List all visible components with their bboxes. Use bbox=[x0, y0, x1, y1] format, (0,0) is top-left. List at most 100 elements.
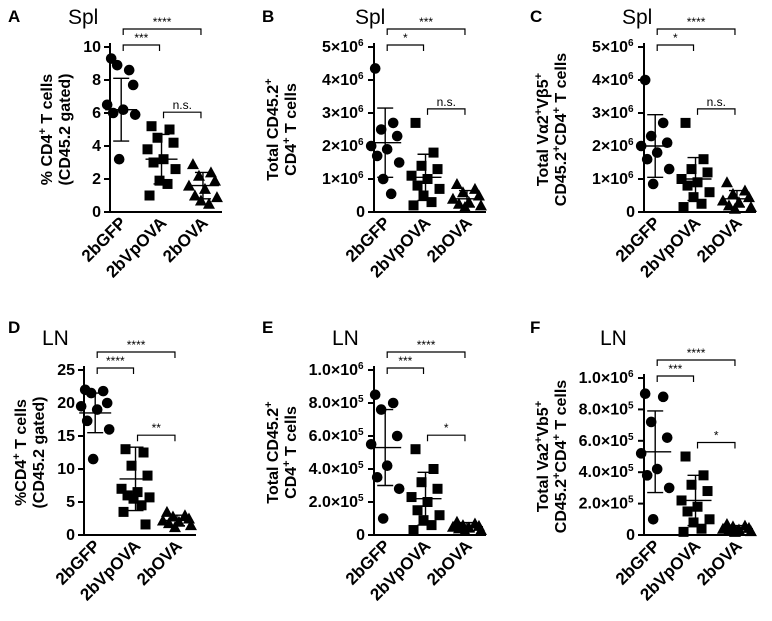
y-tick-exponent: 6 bbox=[628, 71, 634, 82]
tissue-title: LN bbox=[42, 327, 69, 350]
y-tick-exponent: 6 bbox=[358, 137, 364, 148]
y-tick-exponent: 6 bbox=[358, 104, 364, 115]
point-3-1-5-square-marker bbox=[132, 487, 143, 498]
point-2-0-2-circle-marker bbox=[645, 130, 657, 142]
point-0-0-8-circle-marker bbox=[113, 153, 125, 165]
point-1-2-0-triangle-marker bbox=[450, 177, 463, 189]
point-0-0-4-circle-marker bbox=[101, 99, 113, 111]
point-1-0-5-circle-marker bbox=[381, 144, 393, 155]
y-tick-label: 4×10 bbox=[322, 72, 358, 89]
point-5-1-9-square-marker bbox=[696, 523, 707, 534]
point-4-0-5-circle-marker bbox=[381, 460, 393, 472]
point-1-1-8-square-marker bbox=[418, 190, 429, 201]
significance-label: **** bbox=[687, 346, 706, 360]
y-label-part: %CD4 bbox=[13, 460, 30, 506]
y-label-superscript: + bbox=[533, 437, 545, 443]
point-2-1-2-square-marker bbox=[686, 164, 697, 175]
y-tick-label: 8.0×10 bbox=[309, 395, 358, 412]
y-label-part: T cells bbox=[39, 74, 56, 128]
y-label-superscript: + bbox=[11, 453, 23, 459]
point-2-1-5-square-marker bbox=[692, 177, 703, 188]
point-2-1-10-square-marker bbox=[678, 202, 689, 213]
y-tick-label: 1×10 bbox=[322, 171, 358, 188]
y-tick-label: 4×10 bbox=[592, 72, 628, 89]
point-1-1-1-square-marker bbox=[428, 147, 439, 158]
y-label-part: Vβ5 bbox=[535, 79, 552, 108]
point-5-2-7-triangle-marker bbox=[744, 525, 757, 537]
point-4-2-8-triangle-marker bbox=[458, 524, 471, 536]
y-label-part: Vb5 bbox=[535, 407, 552, 436]
point-5-0-0-circle-marker bbox=[639, 388, 651, 400]
y-tick-label: 10 bbox=[83, 39, 101, 56]
point-3-1-11-square-marker bbox=[140, 519, 151, 530]
point-5-0-1-circle-marker bbox=[657, 391, 669, 403]
significance-bracket bbox=[96, 351, 176, 358]
point-3-0-7-circle-marker bbox=[103, 424, 115, 435]
point-4-1-3-square-marker bbox=[432, 483, 443, 494]
x-tick-label: 2bOVA bbox=[693, 213, 746, 266]
y-axis-label: CD4+ T cells bbox=[281, 83, 300, 176]
y-label-part: CD45.2 bbox=[553, 152, 570, 206]
y-tick-label: 0 bbox=[356, 527, 365, 544]
y-axis-label: Total CD45.2+ bbox=[263, 78, 282, 180]
y-tick-exponent: 5 bbox=[358, 427, 364, 438]
significance-label: **** bbox=[417, 338, 436, 352]
y-tick-exponent: 6 bbox=[628, 38, 634, 49]
point-4-1-2-square-marker bbox=[416, 477, 427, 488]
y-tick-label: 0 bbox=[626, 527, 635, 544]
point-3-1-7-square-marker bbox=[144, 492, 155, 503]
point-0-1-7-square-marker bbox=[170, 164, 181, 175]
significance-bracket bbox=[696, 108, 736, 115]
significance-label: **** bbox=[687, 15, 706, 29]
point-1-2-4-triangle-marker bbox=[446, 192, 459, 204]
panel-a: A Spl 0 2 4 6 8 10 % CD4+ T cells (CD45.2 gated) 2… bbox=[8, 6, 223, 281]
y-tick-label: 2.0×10 bbox=[579, 496, 628, 513]
point-5-1-2-square-marker bbox=[686, 479, 697, 490]
point-0-1-9-square-marker bbox=[162, 178, 173, 189]
y-tick-exponent: 6 bbox=[628, 137, 634, 148]
significance-label: * bbox=[444, 421, 449, 435]
point-2-2-7-triangle-marker bbox=[744, 201, 757, 213]
y-label-part: % CD4 bbox=[39, 134, 56, 185]
y-label-part: T cells bbox=[283, 406, 300, 460]
y-tick-label: 4.0×10 bbox=[579, 464, 628, 481]
point-4-1-1-square-marker bbox=[428, 464, 439, 474]
point-3-1-0-square-marker bbox=[120, 444, 131, 455]
significance-label: **** bbox=[106, 354, 125, 368]
significance-label: **** bbox=[127, 338, 146, 352]
y-tick-exponent: 5 bbox=[358, 460, 364, 471]
x-tick-label: 2bOVA bbox=[159, 213, 212, 266]
significance-label: n.s. bbox=[173, 98, 192, 112]
point-5-0-2-circle-marker bbox=[645, 416, 657, 428]
y-tick-exponent: 5 bbox=[628, 463, 634, 474]
panel-d: D LN 0 5 10 15 20 25 %CD4+ T cells (CD45.2 gated)… bbox=[8, 318, 197, 604]
point-4-1-6-square-marker bbox=[412, 505, 423, 516]
point-3-1-9-square-marker bbox=[136, 500, 147, 511]
point-4-2-7-triangle-marker bbox=[474, 524, 487, 536]
y-label-part: CD4 bbox=[553, 440, 570, 472]
point-3-1-8-square-marker bbox=[128, 493, 139, 504]
x-tick-label: 2bOVA bbox=[423, 536, 476, 589]
y-axis-label: Total CD45.2+ bbox=[263, 401, 282, 503]
point-3-1-6-square-marker bbox=[122, 490, 133, 501]
point-4-0-7-circle-marker bbox=[393, 483, 405, 495]
point-0-2-4-triangle-marker bbox=[182, 179, 195, 191]
point-0-2-9-triangle-marker bbox=[202, 197, 215, 209]
point-2-1-6-square-marker bbox=[682, 180, 693, 191]
point-2-1-7-square-marker bbox=[704, 187, 715, 198]
significance-bracket bbox=[426, 434, 466, 442]
point-4-1-7-square-marker bbox=[434, 510, 445, 521]
y-tick-label: 1.0×10 bbox=[579, 370, 628, 387]
point-0-0-2-circle-marker bbox=[111, 59, 123, 71]
point-1-2-6-triangle-marker bbox=[452, 197, 465, 209]
significance-bracket bbox=[122, 28, 202, 35]
point-3-1-4-square-marker bbox=[116, 483, 127, 494]
point-2-2-5-triangle-marker bbox=[732, 196, 745, 208]
point-0-1-6-square-marker bbox=[148, 157, 159, 168]
x-tick-label: 2bOVA bbox=[423, 213, 476, 266]
point-2-0-4-circle-marker bbox=[635, 140, 647, 152]
x-tick-label: 2bOVA bbox=[693, 536, 746, 589]
point-2-1-1-square-marker bbox=[698, 154, 709, 165]
point-1-1-0-square-marker bbox=[410, 117, 421, 128]
